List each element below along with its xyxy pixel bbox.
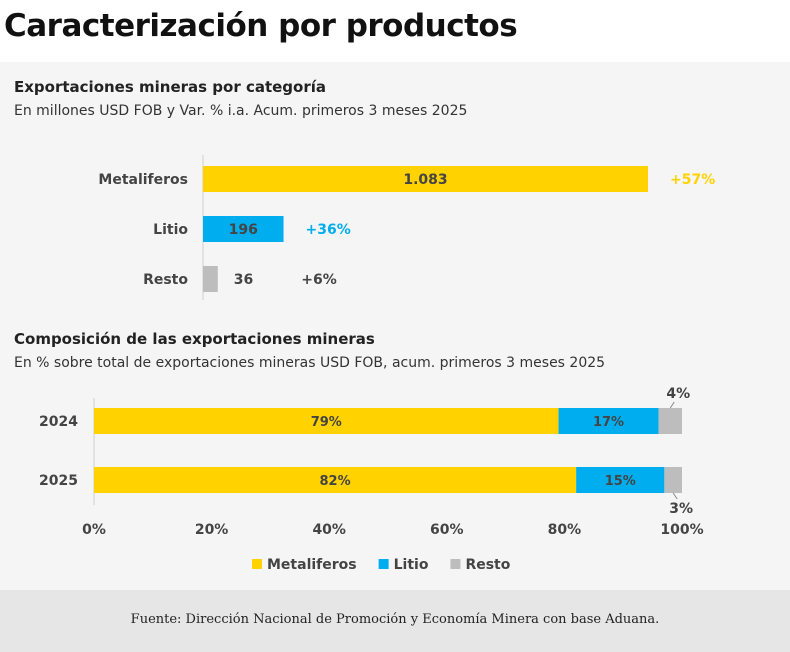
- legend-swatch-litio: [378, 559, 389, 569]
- year-label-2025: 2025: [39, 473, 78, 489]
- chart-panel: [0, 62, 790, 590]
- segment-metaliferos-2024: [94, 408, 559, 434]
- value-label-litio: 196: [229, 222, 258, 238]
- footer: Fuente: Dirección Nacional de Promoción …: [0, 590, 790, 652]
- source-note: Fuente: Dirección Nacional de Promoción …: [130, 612, 660, 627]
- x-tick-label: 100%: [660, 522, 703, 538]
- segment-label-metaliferos-2025: 82%: [320, 474, 351, 489]
- x-tick-label: 20%: [195, 522, 229, 538]
- segment-litio-2025: [576, 467, 665, 493]
- chart1-title: Exportaciones mineras por categoría: [14, 78, 327, 96]
- segment-label-resto-2025: 3%: [669, 501, 693, 517]
- page-title: Caracterización por productos: [4, 8, 518, 44]
- segment-metaliferos-2025: [94, 467, 577, 493]
- segment-leader-resto-2025: [672, 492, 678, 500]
- segment-litio-2024: [558, 408, 659, 434]
- segment-label-litio-2024: 17%: [593, 415, 624, 430]
- segment-label-metaliferos-2024: 79%: [311, 415, 342, 430]
- bar-metaliferos: [203, 166, 648, 192]
- legend-label-resto: Resto: [465, 557, 510, 573]
- legend-swatch-metaliferos: [252, 559, 262, 569]
- bar-litio: [203, 216, 284, 242]
- value-label-metaliferos: 1.083: [403, 172, 447, 188]
- chart1-subtitle: En millones USD FOB y Var. % i.a. Acum. …: [14, 103, 468, 119]
- segment-resto-2024: [658, 408, 682, 434]
- category-label-litio: Litio: [153, 222, 188, 238]
- chart2-title: Composición de las exportaciones mineras: [14, 330, 375, 348]
- x-tick-label: 80%: [548, 522, 582, 538]
- segment-label-resto-2024: 4%: [666, 386, 690, 402]
- segment-leader-resto-2024: [669, 401, 675, 409]
- variation-label-metaliferos: +57%: [670, 172, 715, 188]
- value-label-resto: 36: [234, 272, 253, 288]
- segment-resto-2025: [664, 467, 682, 493]
- x-tick-label: 60%: [430, 522, 464, 538]
- chart2-subtitle: En % sobre total de exportaciones minera…: [14, 355, 606, 371]
- legend-swatch-resto: [450, 559, 461, 569]
- year-label-2024: 2024: [39, 414, 78, 430]
- category-label-resto: Resto: [143, 272, 188, 288]
- legend-label-metaliferos: Metaliferos: [267, 557, 357, 573]
- x-tick-label: 0%: [82, 522, 106, 538]
- category-label-metaliferos: Metaliferos: [98, 172, 188, 188]
- segment-label-litio-2025: 15%: [605, 474, 636, 489]
- legend-label-litio: Litio: [394, 557, 429, 573]
- x-tick-label: 40%: [312, 522, 346, 538]
- variation-label-resto: +6%: [301, 272, 337, 288]
- bar-resto: [203, 266, 218, 292]
- variation-label-litio: +36%: [306, 222, 351, 238]
